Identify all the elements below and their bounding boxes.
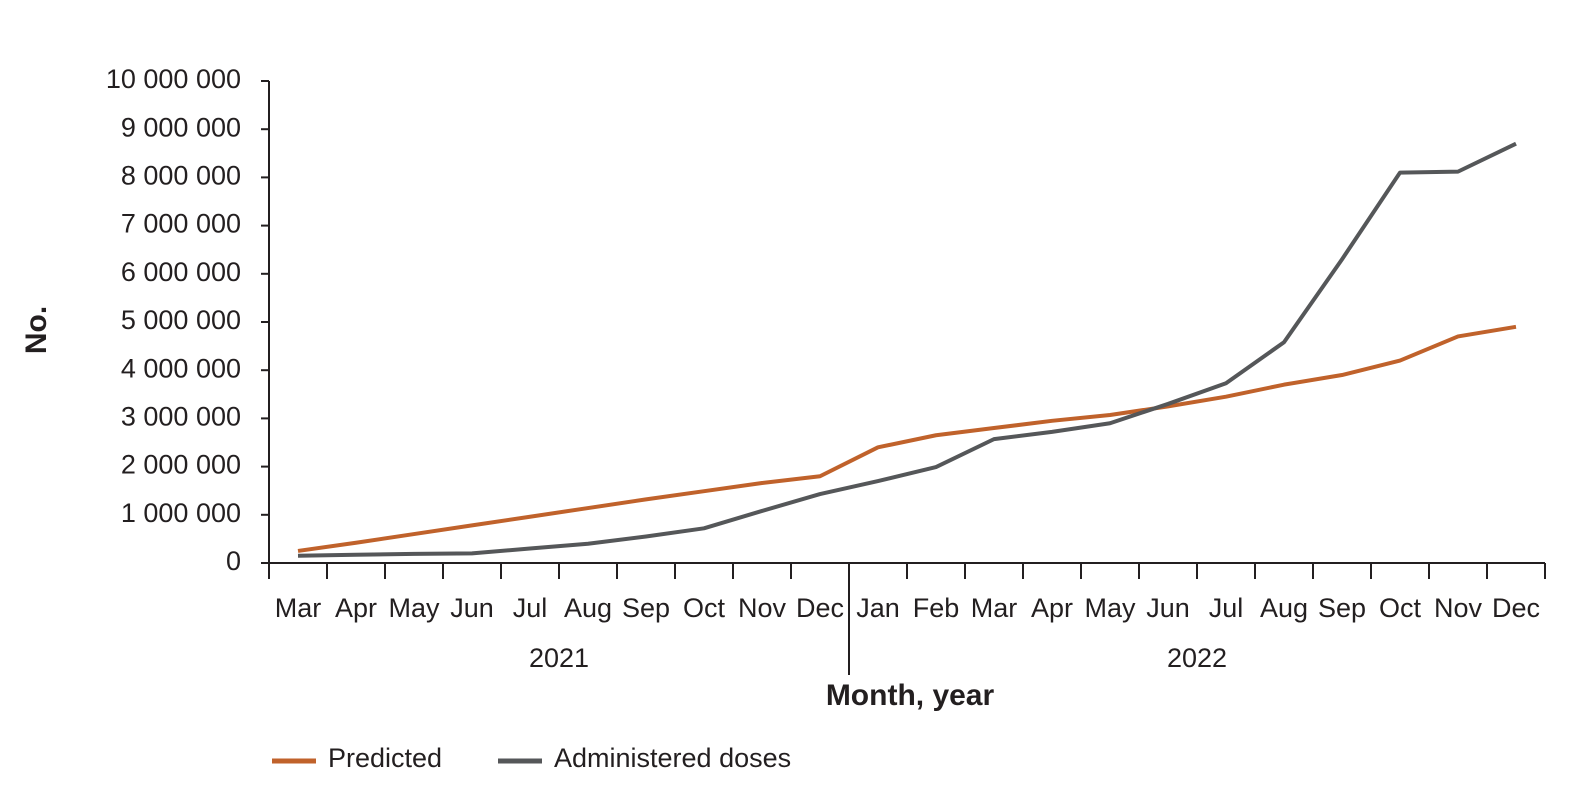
x-tick-label: Mar [275, 593, 322, 623]
series-line [297, 324, 1517, 553]
legend-label: Predicted [328, 743, 442, 773]
y-tick-label: 5 000 000 [121, 305, 241, 335]
x-axis-title: Month, year [826, 679, 995, 712]
y-tick-label: 10 000 000 [106, 64, 241, 94]
x-tick-label: Nov [738, 593, 787, 623]
x-tick-label: Jun [450, 593, 494, 623]
y-tick-label: 9 000 000 [121, 112, 241, 142]
x-tick-label: Apr [1031, 593, 1073, 623]
x-tick-label: May [1084, 593, 1136, 623]
y-tick-label: 7 000 000 [121, 209, 241, 239]
x-tick-label: Dec [796, 593, 844, 623]
x-group-label: 2022 [1167, 643, 1227, 673]
x-tick-label: Dec [1492, 593, 1540, 623]
legend-label: Administered doses [554, 743, 791, 773]
x-tick-label: Sep [1318, 593, 1366, 623]
x-tick-label: Aug [564, 593, 612, 623]
y-tick-label: 2 000 000 [121, 450, 241, 480]
y-tick-label: 1 000 000 [121, 498, 241, 528]
x-tick-label: Aug [1260, 593, 1308, 623]
x-tick-label: Jan [856, 593, 900, 623]
y-tick-label: 3 000 000 [121, 402, 241, 432]
x-tick-label: Oct [683, 593, 726, 623]
x-tick-label: Sep [622, 593, 670, 623]
x-tick-label: Nov [1434, 593, 1483, 623]
y-tick-label: 4 000 000 [121, 353, 241, 383]
x-tick-label: Mar [971, 593, 1018, 623]
x-tick-label: Jun [1146, 593, 1190, 623]
y-tick-label: 6 000 000 [121, 257, 241, 287]
x-tick-label: May [388, 593, 440, 623]
x-tick-label: Feb [913, 593, 960, 623]
x-tick-label: Apr [335, 593, 377, 623]
x-tick-label: Jul [1209, 593, 1244, 623]
y-tick-label: 8 000 000 [121, 161, 241, 191]
series-line [297, 141, 1517, 558]
x-tick-label: Jul [513, 593, 548, 623]
y-tick-label: 0 [226, 546, 241, 576]
y-axis-title: No. [20, 306, 53, 354]
x-group-label: 2021 [529, 643, 589, 673]
x-tick-label: Oct [1379, 593, 1422, 623]
